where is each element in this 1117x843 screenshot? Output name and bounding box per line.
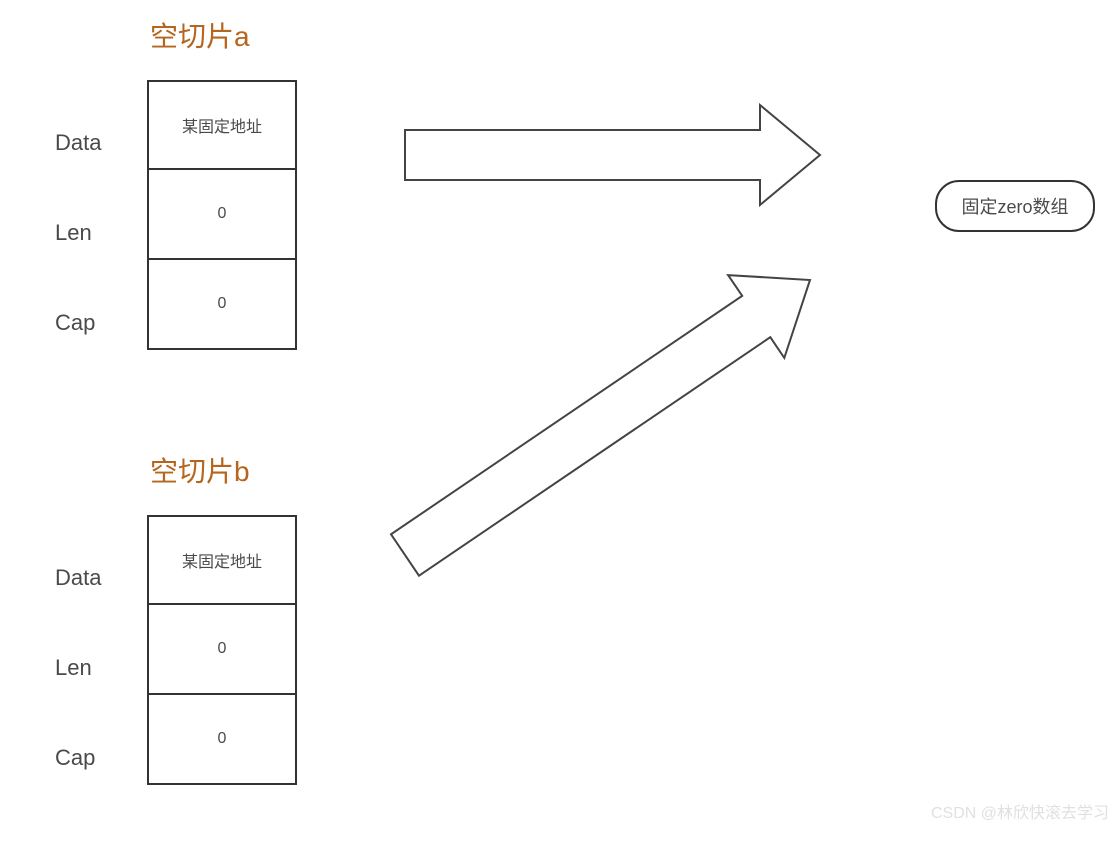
watermark-text: CSDN @林欣快滚去学习: [931, 799, 1109, 823]
arrow-b-to-target-icon: [0, 0, 1117, 843]
